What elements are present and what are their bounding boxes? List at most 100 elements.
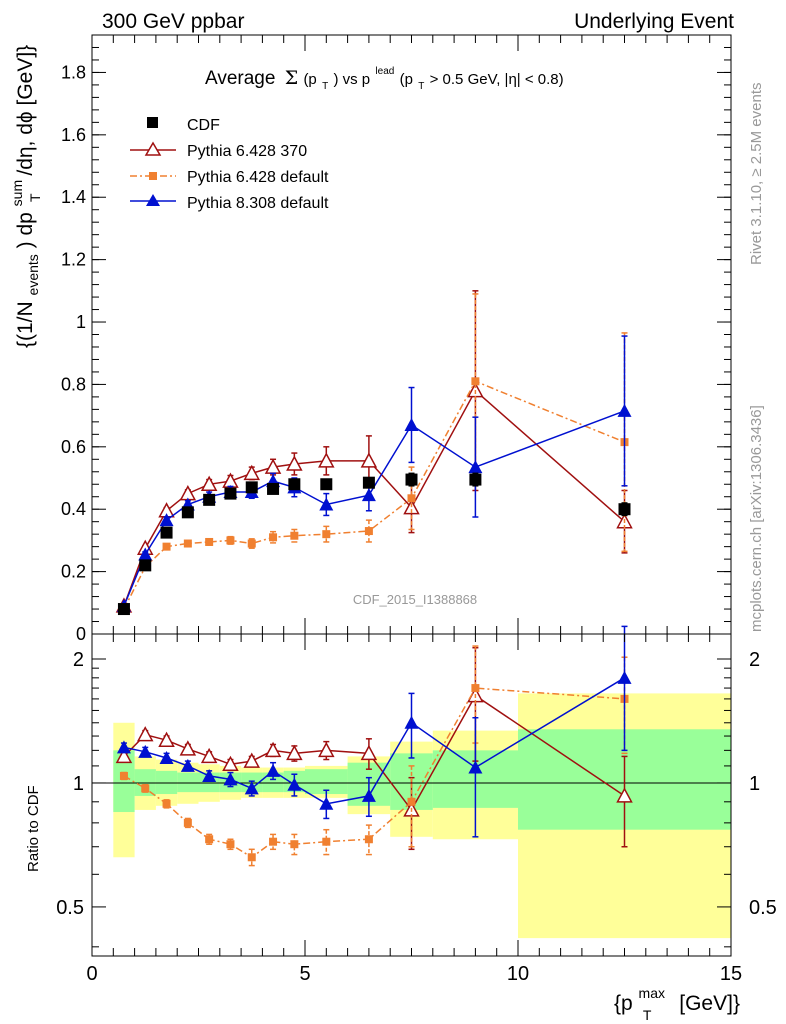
ratio-series-layer [115, 625, 633, 867]
legend-marker-py6-default [149, 172, 157, 180]
ratio-band-green [262, 772, 284, 793]
ratio-pythia-6-428-default-point-marker [141, 784, 150, 793]
ratio-ytick-label-right: 2 [749, 649, 760, 671]
header-right-label: Underlying Event [574, 10, 734, 33]
ratio-pythia-6-428-default-point-marker [364, 835, 373, 844]
main-cdf-point-marker [181, 506, 194, 519]
ratio-xtick-label: 0 [86, 963, 97, 985]
ratio-xtick-label: 5 [299, 963, 310, 985]
ratio-pythia-6-428-370-point-marker [318, 741, 335, 758]
ratio-panel: 0.5 0.5 1 1 2 2 0 5 10 15 Ratio to CDF {p max T [… [25, 625, 777, 1024]
title-cut-sub: T [418, 81, 424, 92]
ratio-pythia-8-308-default-point-marker [361, 788, 376, 802]
ratio-pythia-8-308-default-point-marker [617, 670, 632, 684]
ratio-xtick-label: 10 [507, 963, 529, 985]
main-cdf-point-marker [245, 481, 258, 494]
ylabel-part-b: ) dp [14, 212, 37, 248]
main-ytick-label: 0.2 [61, 562, 86, 582]
main-pythia-6-428-default-point-marker [247, 539, 256, 548]
ratio-pythia-6-428-default-point-marker [269, 837, 278, 846]
main-cdf-point-marker [362, 476, 375, 489]
main-cdf-point-marker [320, 478, 333, 491]
main-pythia-6-428-default-point-marker [162, 542, 171, 551]
x-axis-label: {p max T [GeV]} [614, 980, 740, 1024]
main-pythia-6-428-370-line [123, 389, 625, 607]
legend-marker-cdf [147, 117, 158, 128]
ratio-pythia-8-308-default-point-marker [159, 750, 174, 764]
title-lead-sup: lead [375, 66, 394, 77]
main-ytick-label: 0 [76, 624, 86, 644]
ratio-pythia-6-428-370-point-marker [264, 741, 282, 758]
title-pt-close: ) vs p [333, 71, 370, 88]
ratio-pythia-6-428-370-point-marker [158, 731, 175, 747]
ratio-pythia-8-308-default-point-marker [468, 760, 483, 774]
main-pythia-6-428-default-point-marker [322, 530, 331, 539]
main-pythia-6-428-default-point-marker [183, 539, 192, 548]
mcplots-citation-label: mcplots.cern.ch [arXiv:1306.3436] [748, 405, 765, 632]
main-cdf-point-marker [160, 526, 173, 539]
ratio-pythia-6-428-370-point-marker [222, 755, 239, 772]
ylabel-sum-sup: sum [9, 180, 25, 206]
main-ticks-layer: 0 0.2 0.4 0.6 0.8 1 1.2 1.4 1.6 1.8 [61, 34, 732, 644]
main-pythia-6-428-370-point-marker [286, 455, 303, 471]
main-cdf-point-marker [288, 478, 301, 491]
main-cdf-point-marker [224, 487, 237, 500]
main-pythia-6-428-default-point-marker [269, 533, 278, 542]
title-cut-open: (p [400, 71, 413, 88]
main-pythia-6-428-default-point-marker [205, 537, 214, 546]
main-pythia-6-428-default-point-marker [407, 494, 416, 503]
ratio-pythia-6-428-default-point-marker [471, 684, 480, 693]
ratio-pythia-8-308-default-point-marker [202, 768, 217, 782]
ratio-pythia-8-308-default-point-marker [287, 777, 302, 791]
ratio-pythia-6-428-370-point-marker [179, 740, 197, 756]
main-cdf-point-marker [117, 603, 130, 616]
main-pythia-6-428-default-line [123, 380, 625, 610]
ratio-pythia-6-428-default-point-marker [119, 771, 128, 780]
ratio-pythia-6-428-370-point-marker [360, 744, 378, 761]
main-ytick-label: 1.6 [61, 125, 86, 145]
main-pythia-8-308-default-point-marker [468, 460, 483, 474]
ratio-pythia-8-308-default-point-marker [138, 744, 153, 758]
main-title: Average Σ (p T ) vs p lead (p T > 0.5 Ge… [205, 58, 564, 94]
xlabel-t-sub: T [643, 1007, 652, 1023]
main-pythia-6-428-370-point-marker [318, 452, 335, 468]
title-pt-open: (p [303, 71, 316, 88]
main-ytick-label: 1.4 [61, 187, 86, 207]
ratio-pythia-6-428-default-point-marker [205, 835, 214, 844]
ratio-pythia-6-428-default-point-marker [162, 799, 171, 808]
main-pythia-6-428-default-point-marker [471, 377, 480, 386]
legend-label-py6-default: Pythia 6.428 default [187, 169, 329, 186]
legend: CDF Pythia 6.428 370 Pythia 6.428 defaul… [130, 117, 329, 212]
legend-marker-py8 [146, 194, 160, 206]
ratio-xtick-label: 15 [720, 963, 742, 985]
header-left-label: 300 GeV ppbar [102, 10, 244, 33]
main-pythia-6-428-default-point-marker [364, 527, 373, 536]
main-ytick-label: 1 [76, 312, 86, 332]
ratio-pythia-6-428-370-point-marker [243, 752, 261, 768]
title-pt-sub: T [322, 81, 328, 92]
ratio-pythia-6-428-370-point-marker [200, 747, 218, 764]
ratio-pythia-8-308-default-point-marker [404, 715, 419, 729]
ratio-pythia-6-428-default-point-marker [290, 840, 299, 849]
title-prefix: Average [205, 68, 275, 89]
ratio-pythia-6-428-default-point-marker [183, 818, 192, 827]
main-series-layer [115, 290, 633, 616]
title-cut-rest: > 0.5 GeV, |η| < 0.8) [430, 71, 564, 88]
main-pythia-8-308-default-point-marker [617, 403, 632, 417]
legend-label-py8: Pythia 8.308 default [187, 195, 329, 212]
ylabel-part-c: /dη, dϕ [GeV]} [14, 45, 37, 176]
ratio-pythia-8-308-default-point-marker [244, 781, 259, 795]
main-cdf-point-marker [469, 473, 482, 486]
main-pythia-6-428-370-point-marker [243, 464, 261, 481]
main-pythia-6-428-370-point-marker [360, 452, 378, 468]
main-ytick-label: 0.4 [61, 499, 86, 519]
main-pythia-8-308-default-point-marker [319, 497, 334, 511]
ratio-band-green [155, 770, 178, 795]
ratio-ytick-label: 2 [73, 649, 84, 671]
main-cdf-point-marker [405, 473, 418, 486]
ratio-y-axis-label: Ratio to CDF [25, 785, 42, 872]
ratio-pythia-6-428-370-point-marker [136, 726, 154, 742]
main-pythia-8-308-default-point-marker [138, 547, 153, 561]
ratio-pythia-6-428-default-point-marker [322, 837, 331, 846]
